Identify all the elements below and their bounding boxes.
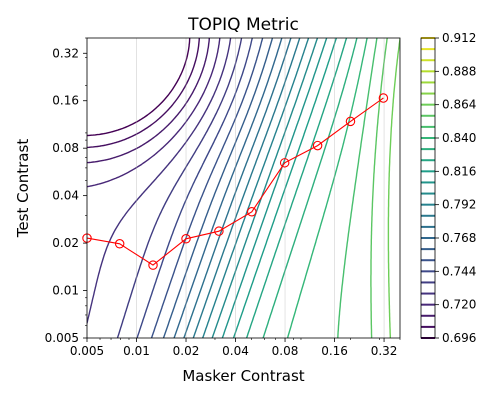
colorbar-frame <box>420 37 436 339</box>
contour-line <box>192 38 301 338</box>
contour-line <box>87 38 221 188</box>
x-axis-label: Masker Contrast <box>182 367 304 385</box>
threshold-point <box>345 116 356 127</box>
chart-title: TOPIQ Metric <box>187 15 299 35</box>
threshold-point <box>279 158 290 168</box>
contour-line <box>370 38 388 338</box>
x-tick-label: 0.04 <box>222 344 249 358</box>
x-tick-label: 0.32 <box>371 344 398 358</box>
colorbar-tick-label: 0.864 <box>442 98 476 112</box>
contour-line <box>337 38 378 338</box>
threshold-point <box>378 93 389 103</box>
contour-line <box>183 38 292 338</box>
colorbar-tick-label: 0.696 <box>442 331 476 345</box>
contour-line <box>173 38 283 338</box>
colorbar-tick-label: 0.816 <box>442 164 476 178</box>
threshold-line <box>86 97 384 266</box>
colorbar-tick-label: 0.840 <box>442 131 476 145</box>
colorbar-tick-label: 0.720 <box>442 298 476 312</box>
x-tick-label: 0.02 <box>173 344 200 358</box>
x-tick-label: 0.16 <box>321 344 348 358</box>
contour-line <box>221 38 328 338</box>
y-tick-label: 0.08 <box>52 141 79 155</box>
colorbar-tick-label: 0.744 <box>442 264 476 278</box>
contour-line <box>116 38 243 338</box>
contour-line <box>136 38 253 338</box>
contour-line <box>245 38 348 338</box>
threshold-point <box>214 226 224 236</box>
contour-line <box>202 38 310 338</box>
x-tick-label: 0.01 <box>123 344 150 358</box>
colorbar-tick-label: 0.768 <box>442 231 476 245</box>
x-tick-label: 0.08 <box>272 344 299 358</box>
contour-line <box>87 38 210 164</box>
colorbar-tick-label: 0.888 <box>442 64 476 78</box>
x-axis: 0.005 0.01 0.02 0.04 0.08 0.16 0.32 <box>70 338 401 358</box>
y-tick-label: 0.02 <box>52 236 79 250</box>
contour-line <box>232 38 337 338</box>
threshold-point <box>148 260 158 270</box>
contour-line <box>87 38 191 137</box>
colorbar-tick-label: 0.792 <box>442 198 476 212</box>
colorbar-tick-label: 0.912 <box>442 31 476 45</box>
threshold-point <box>181 234 191 244</box>
colorbar: 0.696 0.720 0.744 0.768 0.792 0.816 0.840 0.864… <box>420 31 476 345</box>
threshold-point <box>247 207 257 217</box>
y-tick-label: 0.005 <box>45 331 79 345</box>
contour-line <box>262 38 358 338</box>
y-tick-label: 0.32 <box>52 46 79 60</box>
plot-frame <box>86 37 401 339</box>
contour-line <box>286 38 368 338</box>
x-tick-label: 0.005 <box>70 344 104 358</box>
y-tick-label: 0.04 <box>52 189 79 203</box>
contour-line <box>87 38 200 149</box>
y-axis: 0.005 0.01 0.02 0.04 0.08 0.16 0.32 <box>45 37 87 345</box>
threshold-point <box>312 140 323 151</box>
y-axis-label: Test Contrast <box>14 139 32 239</box>
contour-line <box>387 38 400 338</box>
threshold-point <box>114 239 125 249</box>
contour-line <box>162 38 274 338</box>
contour-lines <box>87 38 400 338</box>
y-tick-label: 0.16 <box>52 94 79 108</box>
y-tick-label: 0.01 <box>52 284 79 298</box>
